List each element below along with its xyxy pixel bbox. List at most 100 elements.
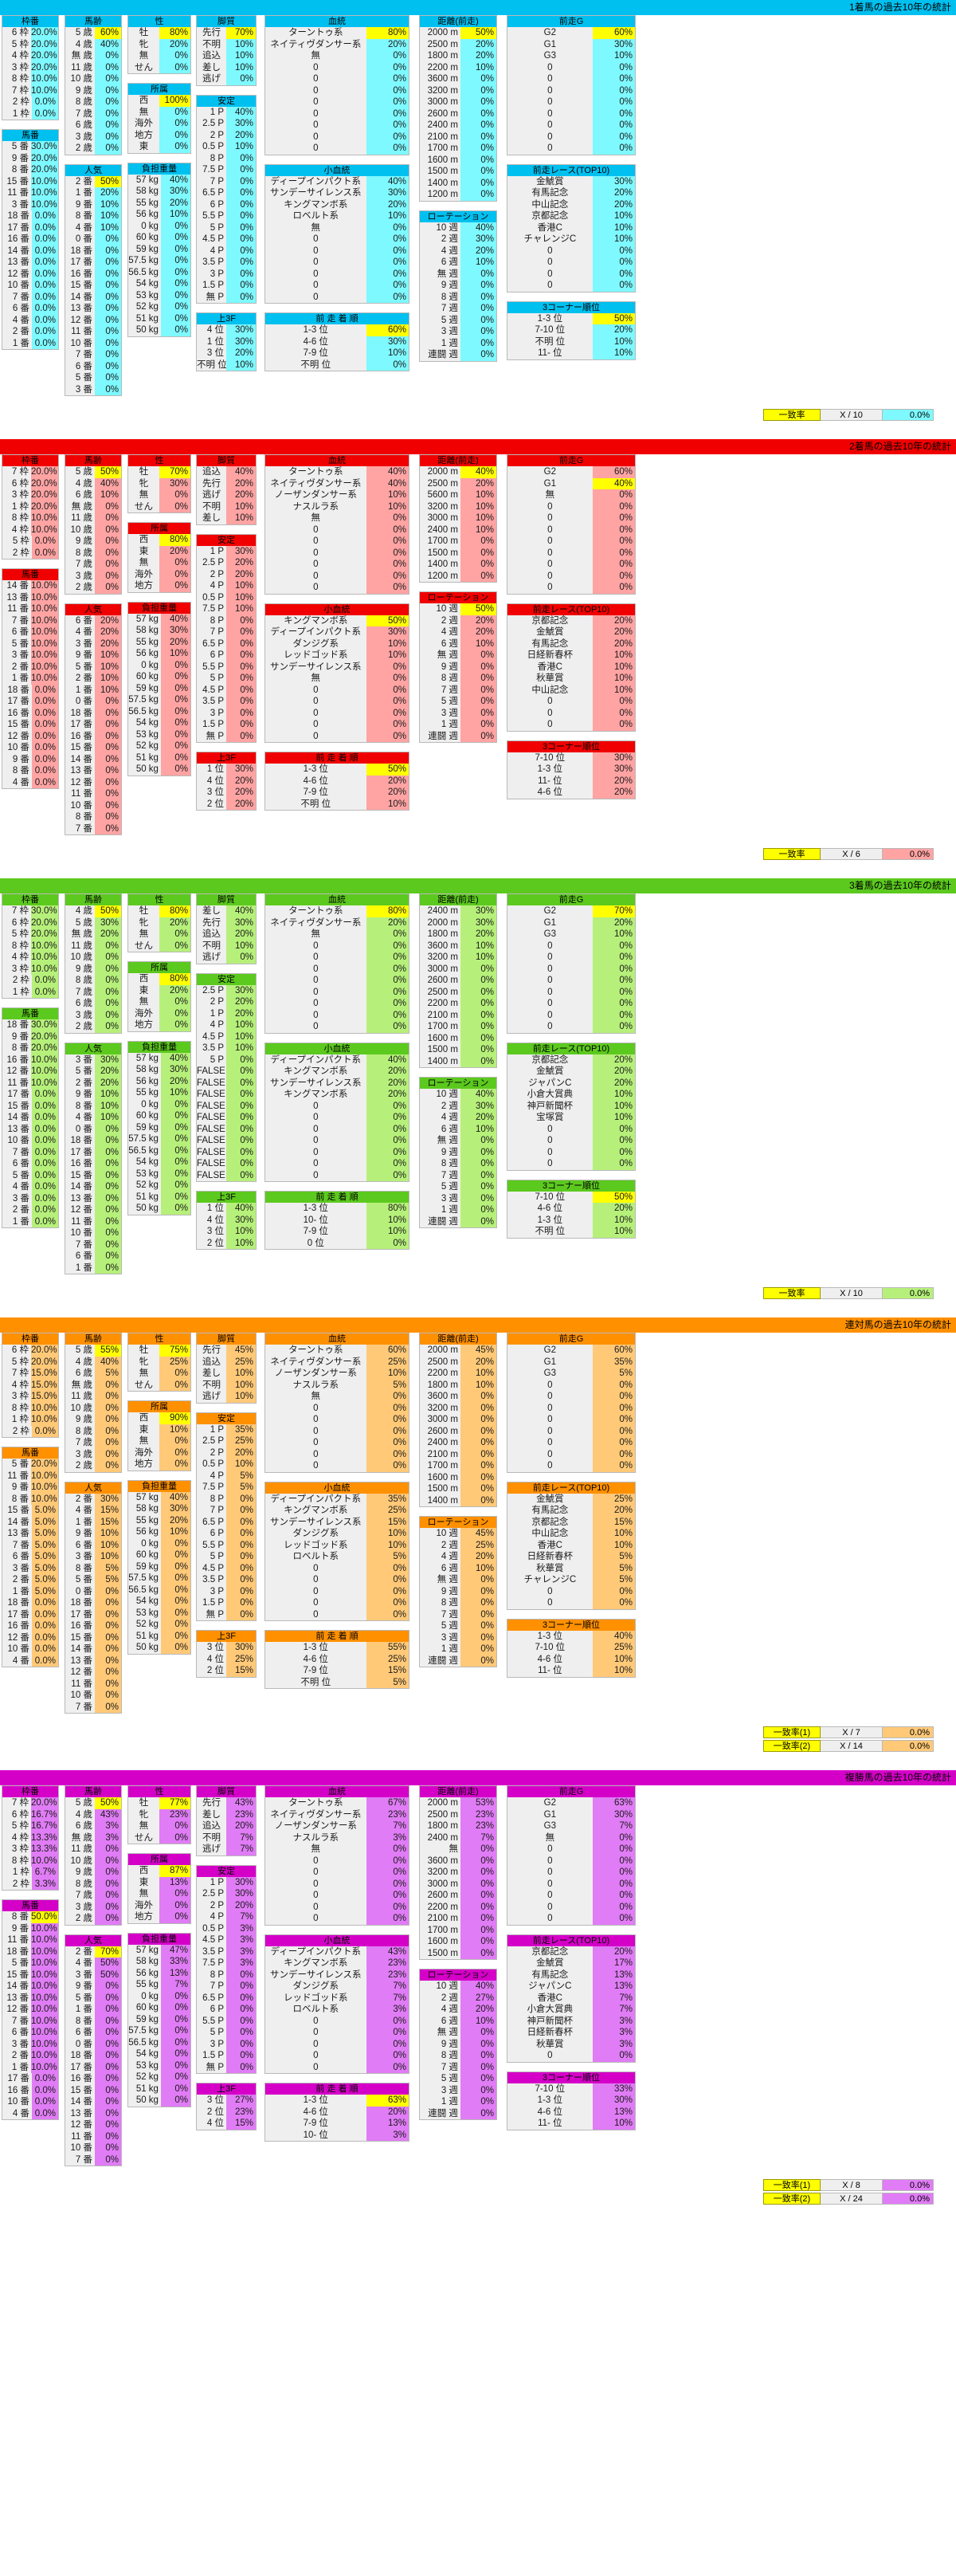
stat-row-value: 0% xyxy=(592,963,635,975)
stat-row-value: 10.0% xyxy=(31,1946,58,1958)
stat-row: 1 枠 6.7% xyxy=(2,1867,58,1879)
stat-row: 3 枠 20.0% xyxy=(2,489,58,501)
stat-row-value: 0% xyxy=(226,2038,256,2050)
stat-row-label: 中山記念 xyxy=(507,1528,593,1540)
stat-row-label: 追込 xyxy=(197,929,226,940)
stat-row-label: 不明 位 xyxy=(265,1676,366,1688)
stat-row: 15 番 0.0% xyxy=(2,719,58,731)
stat-row: 9 番 10% xyxy=(65,198,121,210)
stat-row-label: 0 xyxy=(265,1913,366,1925)
stat-table-header: 馬齢 xyxy=(65,16,121,27)
stat-row-label: 1 位 xyxy=(197,1203,226,1215)
stat-row-label: 2 番 xyxy=(2,661,31,673)
stat-row-label: ジャパンC xyxy=(507,1077,593,1089)
stat-row-label: 4-6 位 xyxy=(507,1653,593,1665)
stat-row-value: 20% xyxy=(94,1077,121,1089)
stat-row-label: 有馬記念 xyxy=(507,1969,593,1981)
stat-row: 15 番 0% xyxy=(65,280,121,292)
stat-row-value: 20.0% xyxy=(31,501,58,512)
stat-row-value: 0% xyxy=(592,1437,635,1449)
stat-row-value: 0% xyxy=(226,1493,256,1505)
stat-row: 金鯱賞 25% xyxy=(507,1493,635,1505)
stat-row: 1 番 0.0% xyxy=(2,1215,58,1227)
stat-row: G2 63% xyxy=(507,1797,635,1809)
stat-row: G1 30% xyxy=(507,1808,635,1820)
stat-row: 無 週 0% xyxy=(420,2027,496,2039)
stat-row: 3 歳 0% xyxy=(65,1009,121,1021)
stat-row-label: 18 番 xyxy=(65,2050,95,2062)
stat-table-header: 小血統 xyxy=(265,603,409,615)
stat-row: 56 kg 10% xyxy=(128,1526,190,1538)
stat-row-label: 西 xyxy=(128,1412,159,1424)
stat-row-label: 秋華賞 xyxy=(507,1562,593,1574)
stat-row-label: 3 枠 xyxy=(2,963,31,975)
stat-row-value: 10.0% xyxy=(31,2004,58,2016)
stat-row: 地方 0% xyxy=(128,129,190,141)
stat-row-label: 7 番 xyxy=(2,1146,32,1158)
block-separator xyxy=(0,428,956,439)
stat-row-value: 0% xyxy=(94,372,121,384)
stat-row-label: 4-6 位 xyxy=(265,2106,366,2118)
stat-row-label: 2 番 xyxy=(2,1204,32,1216)
stat-row-value: 0.0% xyxy=(31,2084,58,2096)
stat-row: 3000 m 0% xyxy=(420,1878,496,1890)
stat-row-value: 0% xyxy=(460,1924,496,1936)
stat-row: 2500 m 23% xyxy=(420,1808,496,1820)
stat-row: せん 0% xyxy=(128,1832,190,1844)
stat-table-header: 小血統 xyxy=(265,1934,409,1946)
stat-table-kyakushitsu: 脚質 先行 43% 差し 23% 追込 20% 不明 7% 逃げ 7% xyxy=(196,1785,257,1856)
stat-row-label: 6.5 P xyxy=(197,187,226,199)
stat-row-label: 7 歳 xyxy=(65,108,95,120)
stat-row-label: 0 xyxy=(507,940,593,952)
stat-row: 60 kg 0% xyxy=(128,2002,190,2014)
stat-row-value: 10.0% xyxy=(31,638,58,650)
stat-row-value: 0% xyxy=(366,952,409,964)
stat-row: 5 歳 55% xyxy=(65,1345,121,1357)
stat-row: 18 番 0.0% xyxy=(2,1597,58,1609)
stat-row-value: 0% xyxy=(592,1158,635,1170)
stat-row: 10 番 0% xyxy=(65,1227,121,1239)
stat-table-header: 前 走 着 順 xyxy=(265,752,409,764)
stat-row-value: 10% xyxy=(94,210,121,222)
stat-row-value: 0% xyxy=(94,1701,121,1713)
stat-table-antei: 安定 1 P 35% 2.5 P 25% 2 P 20% 0.5 P 10% 4 P 5% 7.5 P… xyxy=(196,1412,257,1621)
stat-row-value: 0% xyxy=(160,312,190,324)
stat-table-header: 安定 xyxy=(197,1865,256,1877)
stat-row-value: 5% xyxy=(592,1368,635,1380)
stat-row-label: 50 kg xyxy=(128,1203,161,1215)
stat-row: 8 歳 0% xyxy=(65,547,121,559)
stat-table-header: 上3F xyxy=(197,313,256,324)
stat-row-label: 0 xyxy=(265,61,366,73)
stat-row-value: 23% xyxy=(159,1808,190,1820)
stat-row: 4 P 10% xyxy=(197,1019,256,1031)
stat-row-label: 11 番 xyxy=(65,788,95,800)
stat-row-value: 0% xyxy=(94,2038,121,2050)
stat-row: 無 P 0% xyxy=(197,1608,256,1620)
stat-row-value: 0% xyxy=(94,96,121,108)
stat-row: 地方 0% xyxy=(128,1911,190,1923)
stat-row: 先行 20% xyxy=(197,477,256,489)
stat-row: 0 0% xyxy=(265,280,409,292)
stat-row: 6 週 10% xyxy=(420,638,496,650)
stat-row-value: 30% xyxy=(160,1064,190,1076)
stat-row-value: 40% xyxy=(366,1054,409,1066)
stat-row-label: 5 P xyxy=(197,2027,226,2039)
stat-row-label: 4.5 P xyxy=(197,1934,226,1946)
stat-row-value: 0.0% xyxy=(31,1135,58,1147)
stat-row-value: 0% xyxy=(592,536,635,548)
stat-row-label: 6 P xyxy=(197,650,226,662)
stat-row-value: 0% xyxy=(94,1169,121,1181)
stat-row-value: 0% xyxy=(366,1169,409,1181)
stat-row-label: 8 枠 xyxy=(2,1402,31,1414)
stat-row-label: 8 週 xyxy=(420,673,460,685)
stat-row-value: 5% xyxy=(366,1551,409,1563)
stat-row: 18 番 0% xyxy=(65,245,121,257)
stat-row-value: 30.0% xyxy=(31,141,58,153)
stat-row-label: 2 週 xyxy=(420,1539,460,1551)
stat-row-value: 80% xyxy=(366,905,409,917)
stat-row-label: 無 週 xyxy=(420,2027,460,2039)
stat-row: 不明 位 10% xyxy=(507,1226,635,1238)
stat-row-label: 2400 m xyxy=(420,1437,460,1449)
